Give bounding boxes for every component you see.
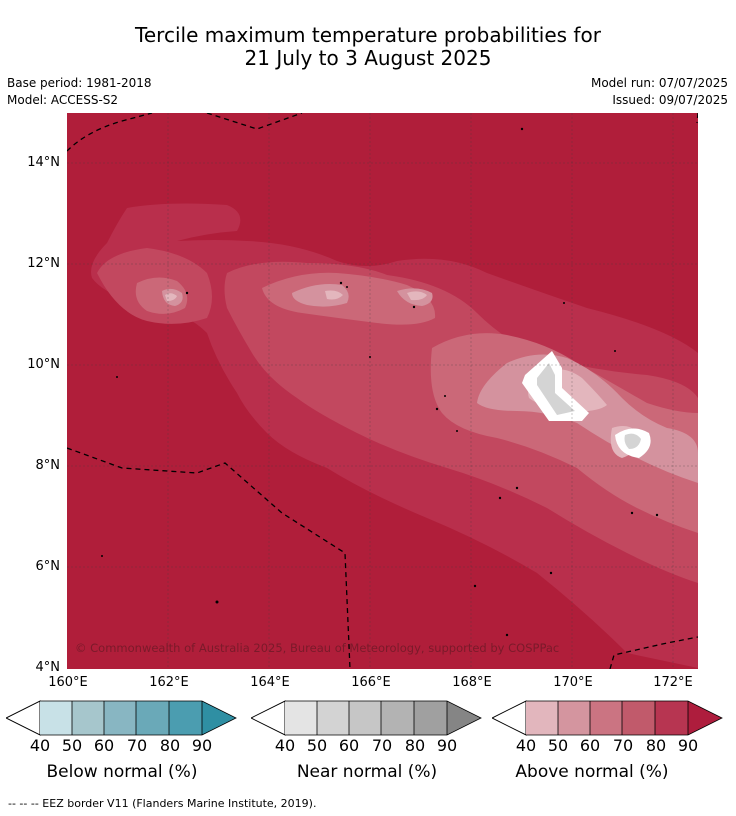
cb-below-swatch-4 <box>169 701 202 735</box>
cb-near-tick-50: 50 <box>306 736 328 755</box>
lat-label-8: 8°N <box>35 458 61 473</box>
islands <box>101 127 659 637</box>
copyright-notice: © Commonwealth of Australia 2025, Bureau… <box>75 641 560 655</box>
cb-below-swatch-3 <box>136 701 169 735</box>
cb-near-swatch-4 <box>414 701 447 735</box>
cb-above-tick-70: 70 <box>612 736 634 755</box>
cb-near-swatch-1 <box>317 701 349 735</box>
issued-date: Issued: 09/07/2025 <box>612 93 728 107</box>
eez-footnote: -- -- -- EEZ border V11 (Flanders Marine… <box>8 797 317 810</box>
lon-label-162: 162°E <box>149 675 189 690</box>
cb-near-swatch-5 <box>447 701 481 735</box>
model-name: Model: ACCESS-S2 <box>7 93 119 107</box>
cb-above-tick-50: 50 <box>547 736 569 755</box>
chart-title-line1: Tercile maximum temperature probabilitie… <box>135 23 601 47</box>
cb-near-swatch-0 <box>285 701 317 735</box>
lat-label-14: 14°N <box>27 155 60 170</box>
eez-borders <box>67 113 698 669</box>
cb-below-swatch-2 <box>104 701 136 735</box>
model-run: Model run: 07/07/2025 <box>590 76 728 90</box>
cb-near-title: Near normal (%) <box>296 762 438 782</box>
cb-below-tick-40: 40 <box>29 736 51 755</box>
cb-below-tick-80: 80 <box>159 736 181 755</box>
lon-label-164: 164°E <box>250 675 290 690</box>
cb-below-swatch-1 <box>72 701 104 735</box>
cb-near-swatch-3 <box>381 701 414 735</box>
cb-above-swatch-0 <box>526 701 558 735</box>
lon-label-168: 168°E <box>452 675 492 690</box>
contour-50 <box>162 284 698 483</box>
cb-near-tick-90: 90 <box>436 736 458 755</box>
cb-above-tick-60: 60 <box>579 736 601 755</box>
cb-near-tick-60: 60 <box>338 736 360 755</box>
cb-above-swatch-3 <box>622 701 655 735</box>
cb-above-swatch-1 <box>558 701 590 735</box>
cb-below-tick-70: 70 <box>126 736 148 755</box>
lat-label-6: 6°N <box>35 559 61 574</box>
probability-map <box>67 113 698 669</box>
colorbar-below-normal <box>6 700 237 736</box>
lon-label-170: 170°E <box>553 675 593 690</box>
lon-label-160: 160°E <box>48 675 88 690</box>
lon-label-172: 172°E <box>653 675 693 690</box>
lon-label-166: 166°E <box>351 675 391 690</box>
cb-above-swatch-4 <box>655 701 688 735</box>
cb-near-tick-40: 40 <box>274 736 296 755</box>
cb-above-tick-40: 40 <box>515 736 537 755</box>
lat-label-10: 10°N <box>27 357 60 372</box>
cb-above-swatch-2 <box>590 701 622 735</box>
lat-label-12: 12°N <box>27 256 60 271</box>
cb-below-title: Below normal (%) <box>46 762 198 782</box>
colorbar-near-normal <box>251 700 482 736</box>
cb-below-swatch-5 <box>202 701 236 735</box>
contour-70 <box>97 248 698 583</box>
gridlines <box>67 113 698 669</box>
cb-near-swatch-2 <box>349 701 381 735</box>
cb-above-tick-80: 80 <box>645 736 667 755</box>
cb-below-tick-90: 90 <box>191 736 213 755</box>
cb-below-swatch-0 <box>40 701 72 735</box>
cb-above-swatch-5 <box>688 701 722 735</box>
cb-above-tick-90: 90 <box>677 736 699 755</box>
chart-title-line2: 21 July to 3 August 2025 <box>244 46 492 70</box>
colorbar-above-normal <box>492 700 723 736</box>
lat-label-4: 4°N <box>35 660 61 675</box>
cb-near-tick-70: 70 <box>371 736 393 755</box>
near-normal-core <box>537 363 641 449</box>
cb-below-tick-50: 50 <box>61 736 83 755</box>
cb-above-title: Above normal (%) <box>515 762 669 782</box>
base-period: Base period: 1981-2018 <box>7 76 152 90</box>
cb-near-tick-80: 80 <box>404 736 426 755</box>
cb-below-tick-60: 60 <box>93 736 115 755</box>
